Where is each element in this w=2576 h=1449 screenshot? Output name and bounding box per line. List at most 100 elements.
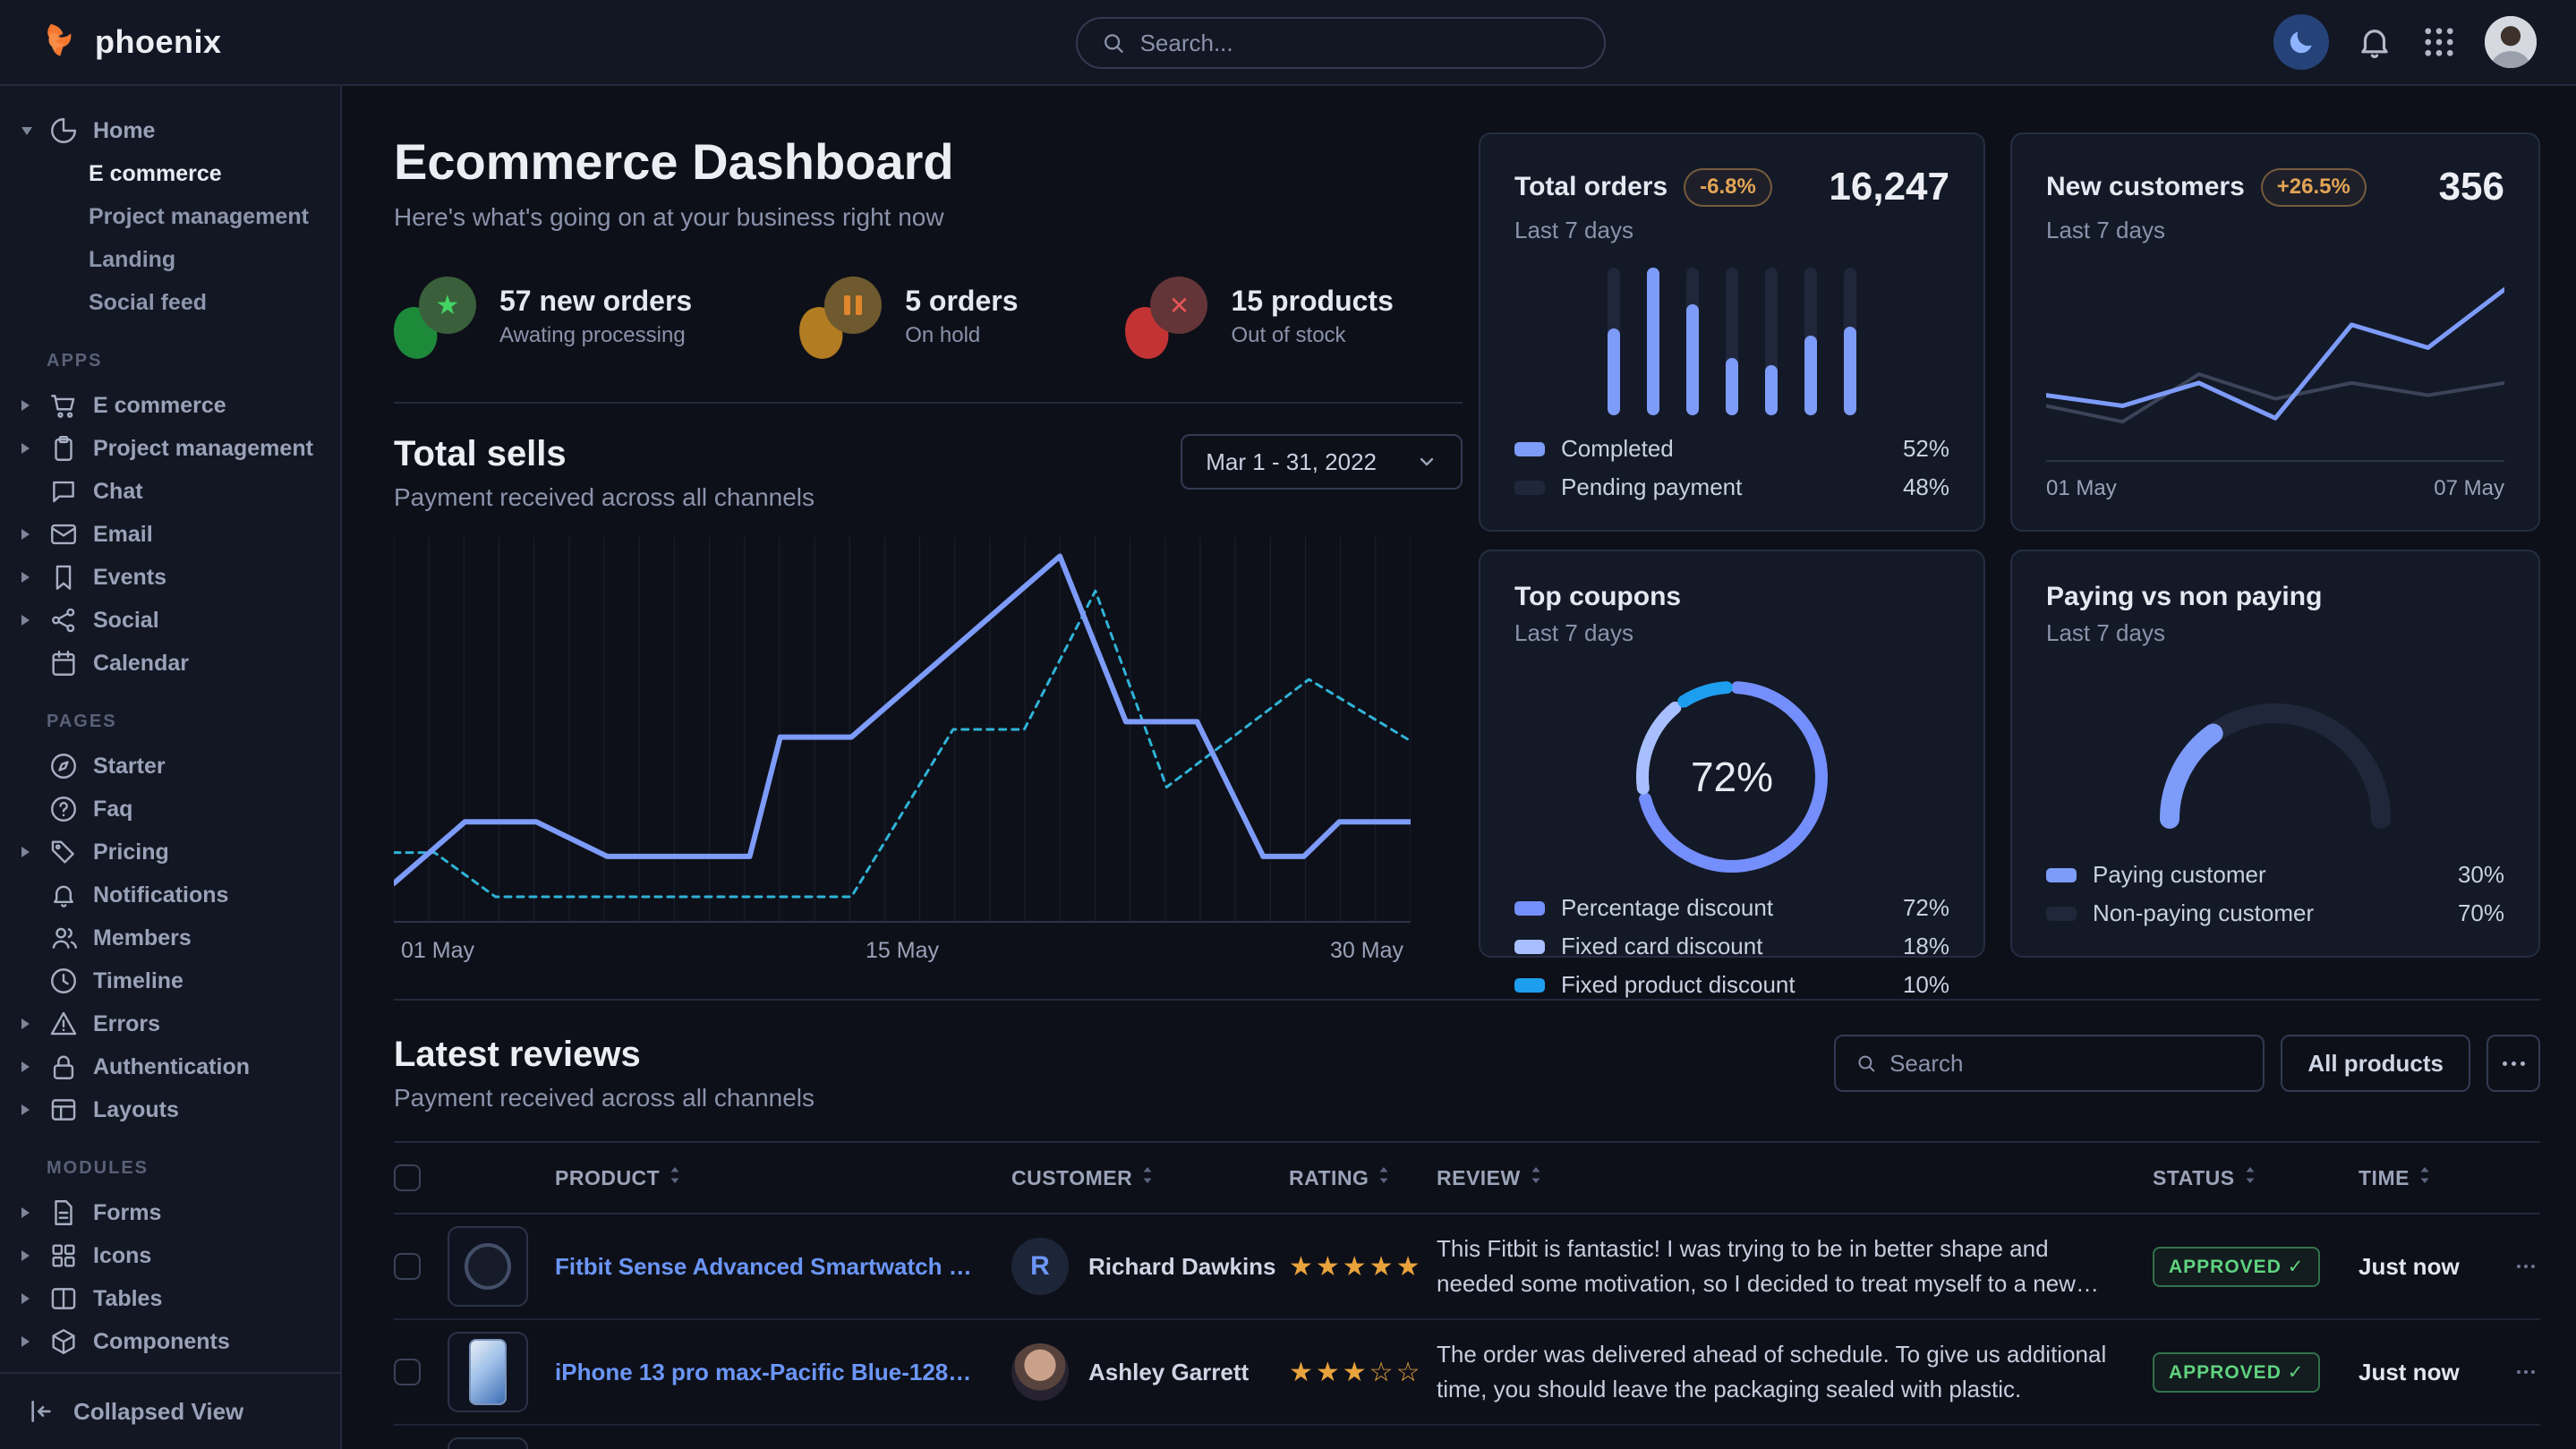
page-title: Ecommerce Dashboard [394,133,954,190]
sidebar-item-authentication[interactable]: Authentication [21,1045,326,1088]
sidebar-item-members[interactable]: Members [21,916,326,959]
caret-right-icon [21,847,48,857]
caret-right-icon [21,1061,48,1072]
sidebar-item-forms[interactable]: Forms [21,1191,326,1234]
sidebar-item-notifications[interactable]: Notifications [21,874,326,916]
sidebar-item-starter[interactable]: Starter [21,745,326,788]
axis-label: 01 May [2046,476,2117,500]
divider [394,402,1463,404]
all-products-button[interactable]: All products [2281,1035,2470,1092]
sidebar-nav: Home E commerce Project management Landing S… [0,109,340,1372]
date-range-select[interactable]: Mar 1 - 31, 2022 [1181,434,1463,490]
column-header-time[interactable]: TIME [2358,1165,2484,1190]
stat-warning-icon [792,273,883,364]
select-all-checkbox[interactable] [394,1164,421,1191]
question-icon [48,794,79,824]
column-header-product[interactable]: PRODUCT [555,1165,1011,1190]
top-navbar: phoenix [0,0,2576,86]
sidebar-item-tables[interactable]: Tables [21,1277,326,1320]
sidebar-subitem-project-management[interactable]: Project management [89,203,309,229]
row-checkbox[interactable] [394,1253,421,1280]
caret-right-icon [21,1336,48,1347]
reviews-search-input[interactable] [1889,1049,2244,1078]
pause-icon [844,295,863,315]
global-search[interactable] [1076,17,1606,69]
sidebar-item-label: Errors [93,1010,161,1036]
customer-name: Ashley Garrett [1088,1358,1250,1385]
sidebar-item-events[interactable]: Events [21,556,326,599]
sidebar-item-pricing[interactable]: Pricing [21,831,326,874]
sidebar-item-label: Notifications [93,882,229,908]
sidebar-item-icons[interactable]: Icons [21,1234,326,1277]
sidebar-item-label: Home [93,117,156,143]
avatar-image [2485,16,2537,68]
product-link[interactable]: iPhone 13 pro max-Pacific Blue-128GB sto… [555,1358,1011,1385]
column-header-rating[interactable]: RATING [1289,1165,1437,1190]
total-sells-subtitle: Payment received across all channels [394,483,815,511]
reviews-more-button[interactable] [2486,1035,2540,1092]
sidebar-item-social[interactable]: Social [21,599,326,642]
stat-label: On hold [905,322,981,347]
sidebar-item-timeline[interactable]: Timeline [21,959,326,1002]
customer-avatar: R [1011,1238,1069,1295]
donut-center-value: 72% [1690,754,1774,800]
sidebar-item-email[interactable]: Email [21,513,326,556]
sidebar-subitem-e-commerce[interactable]: E commerce [89,160,222,186]
bookmark-icon [48,562,79,592]
column-header-status[interactable]: STATUS [2153,1165,2358,1190]
apps-grid-button[interactable] [2420,23,2458,61]
row-checkbox[interactable] [394,1359,421,1385]
sort-icon [2244,1165,2256,1190]
total-orders-bar-chart [1514,244,1949,435]
phone-image [469,1339,507,1405]
clipboard-icon [48,433,79,464]
legend-swatch [1514,977,1545,993]
legend-value: 70% [2457,899,2504,926]
paying-legend: Paying customer 30% Non-paying customer 70% [2046,861,2504,927]
sidebar-item-chat[interactable]: Chat [21,470,326,513]
cart-icon [48,390,79,421]
legend-swatch [2046,867,2077,882]
theme-toggle-button[interactable] [2273,14,2329,70]
sidebar-item-label: Forms [93,1199,162,1225]
caret-right-icon [21,529,48,540]
share-icon [48,605,79,635]
legend-swatch [1514,900,1545,916]
brand[interactable]: phoenix [39,21,222,63]
sidebar-item-components[interactable]: Components [21,1320,326,1363]
collapse-view-button[interactable]: Collapsed View [0,1372,340,1449]
sidebar-subitem-social-feed[interactable]: Social feed [89,289,207,315]
sidebar-subitem-landing[interactable]: Landing [89,246,176,272]
global-search-input[interactable] [1139,29,1581,57]
sidebar-item-faq[interactable]: Faq [21,788,326,831]
review-text: The order was delivered ahead of schedul… [1437,1341,2107,1402]
column-header-review[interactable]: REVIEW [1437,1165,2153,1190]
top-coupons-legend: Percentage discount 72% Fixed card discoun… [1514,894,1949,999]
sidebar-item-label: Social [93,607,159,633]
stat-on-hold: 5 orders On hold [792,273,1019,364]
row-more-button[interactable] [2517,1370,2540,1374]
new-customers-card: New customers +26.5% 356 Last 7 days 01 … [2010,132,2540,532]
sidebar-item-label: Chat [93,478,143,504]
user-avatar[interactable] [2485,16,2537,68]
sidebar-item-project-management[interactable]: Project management [21,427,326,470]
notifications-button[interactable] [2356,23,2393,61]
sidebar-item-e-commerce[interactable]: E commerce [21,384,326,427]
row-more-button[interactable] [2517,1265,2540,1268]
column-header-label: CUSTOMER [1011,1165,1133,1189]
tag-icon [48,837,79,867]
page-subtitle: Here's what's going on at your business … [394,203,944,231]
column-header-customer[interactable]: CUSTOMER [1011,1165,1289,1190]
sidebar-item-home[interactable]: Home [21,109,326,152]
bell-icon [48,880,79,910]
collapse-view-label: Collapsed View [73,1397,244,1425]
product-link[interactable]: Fitbit Sense Advanced Smartwatch with To… [555,1252,1011,1280]
legend-row: Pending payment 48% [1514,473,1949,501]
sidebar-item-label: Events [93,564,166,590]
stat-value: 5 orders [905,284,1019,317]
sidebar-item-layouts[interactable]: Layouts [21,1088,326,1131]
sidebar-item-calendar[interactable]: Calendar [21,642,326,685]
sidebar-item-errors[interactable]: Errors [21,1002,326,1045]
card-period: Last 7 days [2046,619,2165,646]
reviews-search[interactable] [1834,1035,2265,1092]
